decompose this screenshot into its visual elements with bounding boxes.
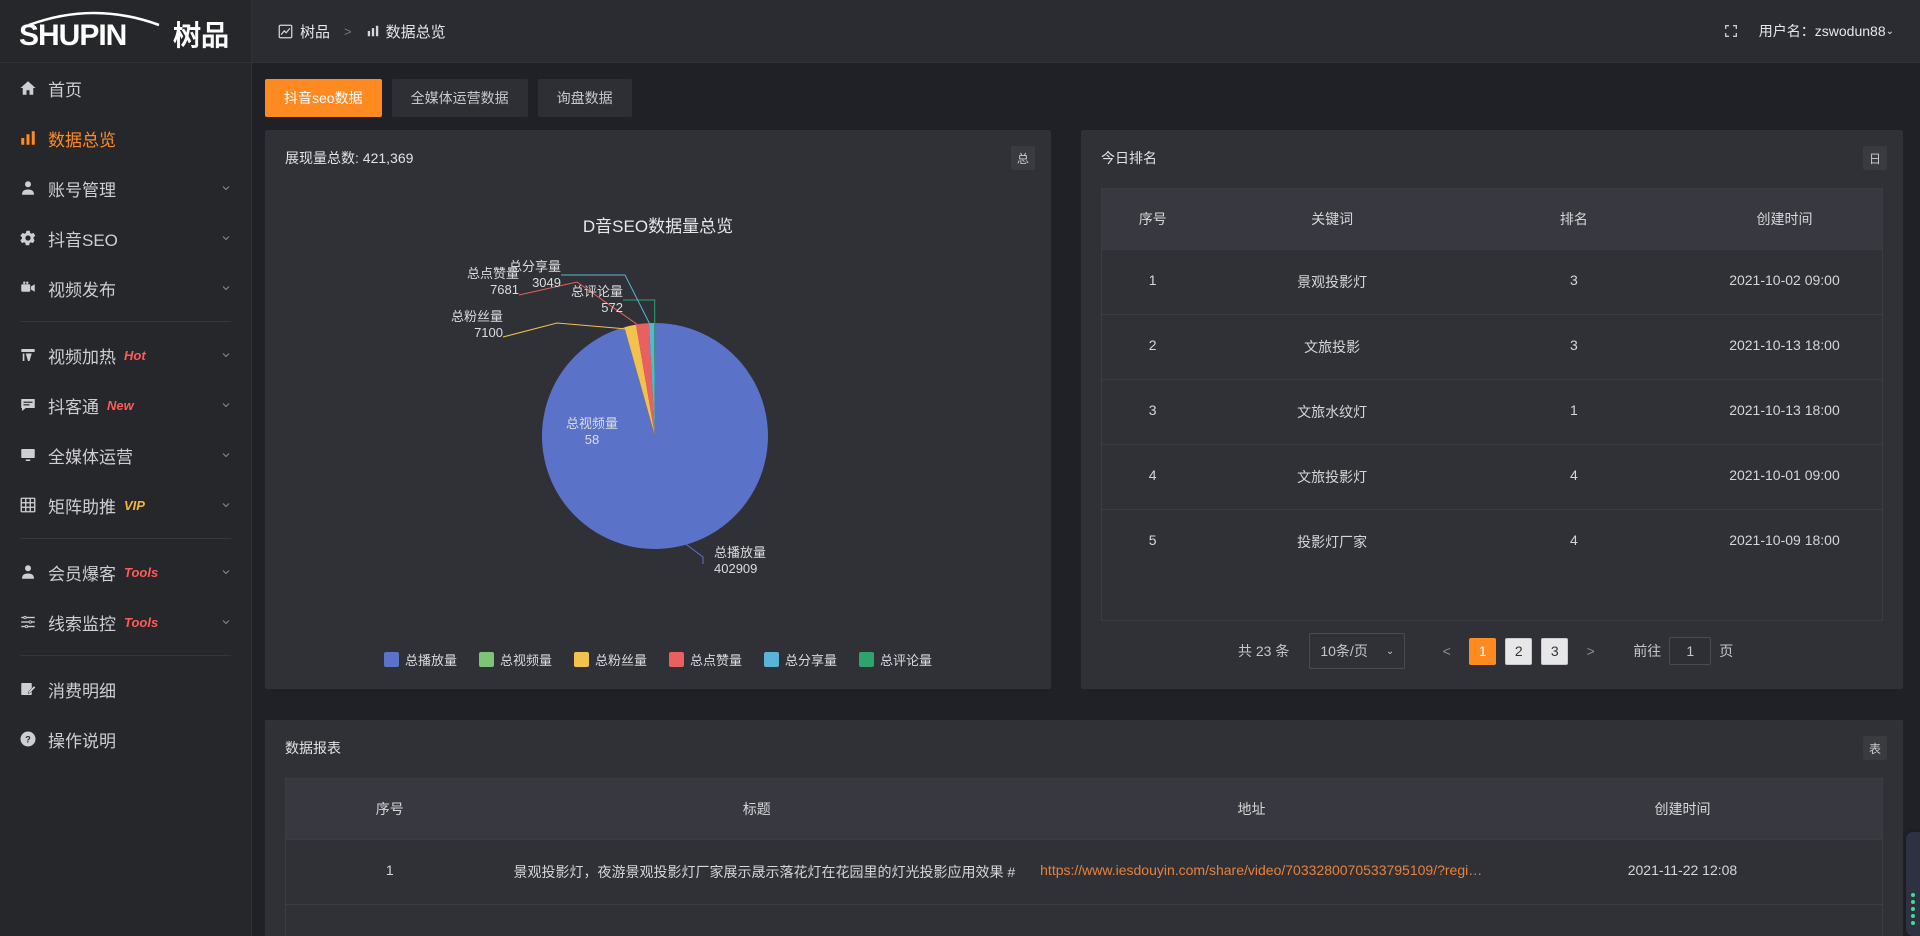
svg-text:总视频量: 总视频量 (566, 416, 618, 431)
svg-text:?: ? (25, 734, 31, 744)
svg-text:SHUPIN: SHUPIN (19, 19, 126, 51)
svg-text:7681: 7681 (490, 282, 519, 297)
svg-text:7100: 7100 (474, 325, 503, 340)
svg-text:树品: 树品 (173, 20, 229, 51)
svg-text:572: 572 (601, 300, 623, 315)
svg-text:总评论量: 总评论量 (571, 284, 623, 299)
svg-text:402909: 402909 (714, 561, 757, 576)
svg-text:3049: 3049 (532, 275, 561, 290)
svg-text:总点赞量: 总点赞量 (467, 266, 519, 281)
svg-text:58: 58 (585, 432, 599, 447)
svg-text:总粉丝量: 总粉丝量 (451, 309, 503, 324)
svg-text:总播放量: 总播放量 (714, 545, 766, 560)
